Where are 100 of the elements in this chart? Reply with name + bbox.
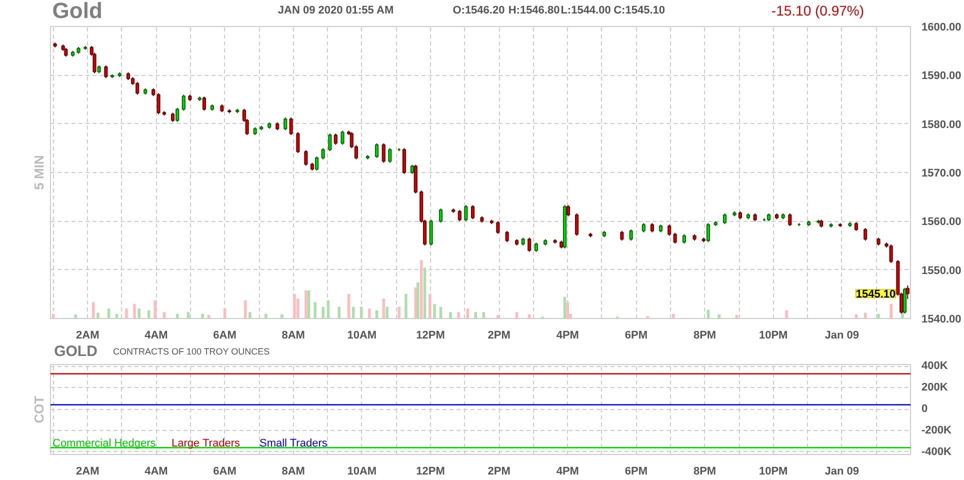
x-tick-label: 8PM (693, 330, 716, 342)
y-tick-label: -400K (922, 446, 952, 458)
bar (890, 304, 892, 318)
bar (352, 306, 355, 318)
candlestick (334, 133, 338, 146)
candlestick (284, 117, 288, 131)
candlestick (682, 234, 686, 244)
x-tick-label: 12PM (416, 330, 445, 342)
bar (398, 306, 400, 318)
candlestick (650, 222, 654, 233)
x-tick-label: Jan 09 (824, 466, 860, 478)
bar (449, 312, 452, 318)
candlestick (903, 287, 907, 314)
candlestick (304, 150, 308, 166)
bar (735, 314, 738, 318)
candlestick (429, 219, 433, 246)
x-tick-label: 8AM (282, 330, 305, 342)
bar (207, 314, 210, 318)
bar (368, 308, 371, 318)
candlestick (629, 228, 633, 242)
y-axis-title: 5 MIN (32, 155, 46, 190)
x-tick-label: 10PM (758, 466, 788, 478)
candlestick (182, 94, 186, 112)
text: H:1546.80 (508, 4, 560, 16)
candlestick (566, 204, 570, 217)
bar (428, 294, 432, 318)
x-tick-label: 2AM (76, 330, 100, 342)
bar (718, 314, 720, 318)
candlestick (402, 148, 406, 174)
x-tick-label: 4AM (144, 330, 168, 342)
chart-subtitle: CONTRACTS OF 100 TROY OUNCES (112, 346, 270, 356)
x-tick-label: 10PM (758, 330, 788, 342)
bar (423, 268, 426, 318)
candlestick (906, 284, 910, 300)
bar (293, 294, 296, 318)
y-tick-label: 1570.00 (922, 168, 962, 180)
y-tick-label: 1560.00 (922, 216, 962, 228)
candlestick (289, 117, 293, 136)
bar (307, 290, 310, 318)
bar (482, 312, 486, 318)
candlestick (723, 212, 727, 225)
bar (404, 294, 408, 318)
candlestick (620, 230, 624, 242)
x-tick-label: 2PM (488, 330, 510, 342)
x-tick-label: 10AM (347, 466, 377, 478)
bar (244, 300, 247, 318)
candlestick (458, 209, 462, 222)
bar (864, 312, 867, 318)
bar (280, 314, 284, 318)
bar (515, 312, 518, 318)
y-tick-label: 1600.00 (922, 22, 962, 34)
y-tick-label: 1540.00 (922, 314, 962, 326)
bar (785, 310, 788, 318)
bar (433, 304, 436, 318)
y-tick-label: 0 (922, 403, 928, 416)
text: -15.10 (0.97%) (771, 2, 864, 18)
bar (420, 260, 423, 318)
bar (877, 314, 880, 318)
candlestick (328, 133, 332, 152)
candlestick (528, 237, 532, 252)
candlestick (575, 212, 579, 236)
bar (326, 300, 330, 318)
bar (706, 310, 710, 318)
bar (304, 290, 308, 318)
x-tick-label: 8AM (282, 466, 305, 478)
x-tick-label: 10AM (347, 330, 377, 342)
x-tick-label: 4PM (556, 330, 579, 342)
candlestick (382, 142, 386, 164)
x-tick-label: 2PM (488, 466, 510, 478)
y-tick-label: 400K (922, 360, 948, 372)
bar (347, 294, 350, 318)
x-tick-label: 12PM (416, 466, 445, 478)
candlestick (171, 112, 175, 122)
bar (439, 306, 442, 318)
bar (322, 306, 324, 318)
text: C:1545.10 (614, 4, 665, 16)
bar (223, 308, 226, 318)
y-axis-title: COT (32, 396, 46, 424)
bar (474, 312, 478, 318)
bar (186, 312, 190, 318)
bar (457, 312, 460, 318)
candlestick (788, 212, 792, 227)
x-tick-label: 6AM (213, 330, 236, 342)
candlestick (642, 222, 646, 233)
bar (125, 308, 128, 318)
candlestick (534, 242, 538, 252)
x-tick-label: 2AM (76, 466, 100, 478)
text: JAN 09 2020 01:55 AM (278, 4, 394, 16)
candlestick (104, 64, 108, 79)
y-tick-label: 200K (922, 382, 948, 394)
candlestick (375, 142, 379, 158)
y-tick-label: 1550.00 (922, 264, 962, 277)
candlestick (388, 148, 392, 164)
text: O:1546.20 (452, 4, 505, 16)
candlestick (864, 227, 868, 242)
text: L:1544.00 (560, 4, 611, 16)
y-tick-label: 1590.00 (922, 70, 962, 82)
bar (466, 308, 470, 318)
bar (566, 302, 570, 318)
x-tick-label: 6PM (624, 466, 648, 478)
